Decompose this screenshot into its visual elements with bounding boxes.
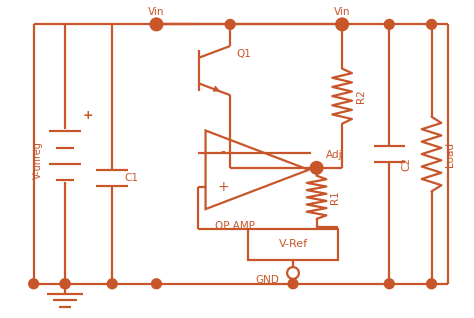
FancyBboxPatch shape — [248, 229, 338, 260]
Text: Q1: Q1 — [236, 49, 251, 59]
Text: Load: Load — [445, 142, 456, 167]
Text: Adj: Adj — [327, 150, 343, 160]
Text: C1: C1 — [124, 173, 138, 183]
Circle shape — [152, 279, 161, 289]
Circle shape — [288, 279, 298, 289]
Circle shape — [60, 279, 70, 289]
Text: Vin: Vin — [334, 7, 350, 17]
Text: C2: C2 — [401, 157, 411, 171]
Circle shape — [29, 279, 38, 289]
Text: V-unreg: V-unreg — [33, 141, 43, 179]
Circle shape — [152, 19, 161, 29]
Circle shape — [312, 163, 321, 173]
Circle shape — [152, 19, 161, 29]
Text: +: + — [218, 180, 229, 194]
Text: R2: R2 — [356, 89, 366, 103]
Circle shape — [107, 279, 117, 289]
Circle shape — [427, 19, 437, 29]
Text: -: - — [221, 146, 226, 160]
Text: +: + — [83, 109, 93, 122]
Circle shape — [427, 279, 437, 289]
Circle shape — [384, 279, 394, 289]
Text: V-Ref: V-Ref — [278, 239, 308, 250]
Circle shape — [337, 19, 347, 29]
Text: GND: GND — [255, 275, 279, 285]
Text: OP AMP: OP AMP — [215, 221, 255, 231]
Circle shape — [337, 19, 347, 29]
Circle shape — [384, 19, 394, 29]
Text: R1: R1 — [330, 190, 340, 204]
Circle shape — [225, 19, 235, 29]
Text: Vin: Vin — [148, 7, 164, 17]
Circle shape — [60, 279, 70, 289]
Polygon shape — [213, 86, 220, 92]
